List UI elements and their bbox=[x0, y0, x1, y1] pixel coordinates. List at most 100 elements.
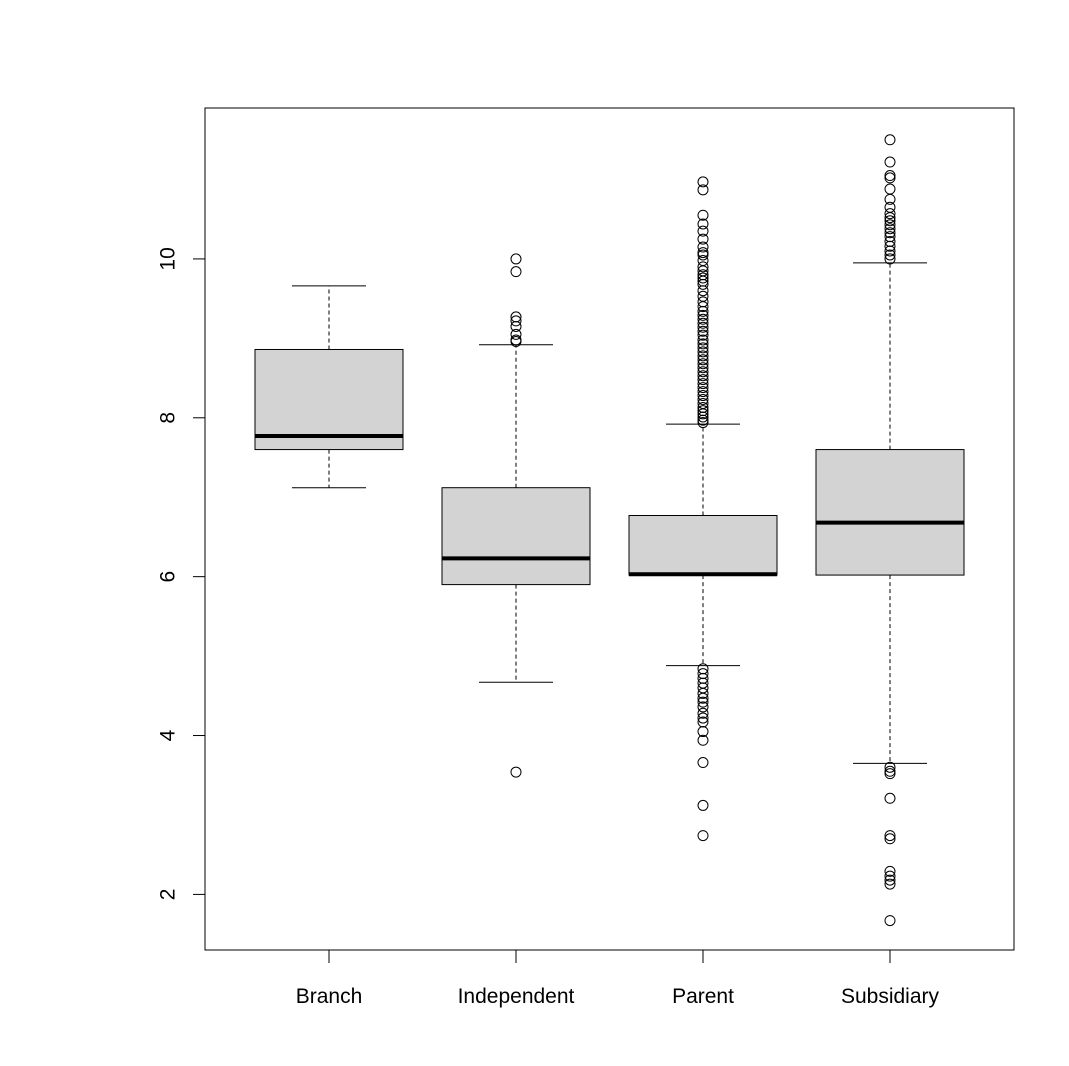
outlier-point bbox=[884, 134, 896, 146]
outlier-point bbox=[697, 249, 709, 261]
outlier-point bbox=[697, 358, 709, 370]
outlier-point bbox=[884, 249, 896, 261]
outlier-point bbox=[697, 309, 709, 321]
outlier-point bbox=[697, 334, 709, 346]
box-branch bbox=[254, 285, 404, 489]
outlier-point bbox=[697, 757, 709, 769]
outlier-point bbox=[697, 692, 709, 704]
outlier-point bbox=[697, 374, 709, 386]
outlier-point bbox=[697, 390, 709, 402]
outlier-point bbox=[697, 233, 709, 245]
outlier-point bbox=[697, 417, 709, 429]
plot-frame bbox=[204, 107, 1015, 951]
outlier-point bbox=[697, 726, 709, 738]
outlier-point bbox=[510, 253, 522, 265]
outlier-point bbox=[697, 378, 709, 390]
y-tick-label: 2 bbox=[157, 889, 180, 901]
x-tick-label: Parent bbox=[672, 985, 734, 1008]
outlier-point bbox=[884, 193, 896, 205]
outlier-point bbox=[510, 315, 522, 327]
outlier-point bbox=[697, 408, 709, 420]
outlier-point bbox=[697, 830, 709, 842]
x-axis: Branch Independent Parent Subsidiary bbox=[296, 950, 940, 1008]
outlier-point bbox=[510, 328, 522, 340]
outlier-point bbox=[884, 212, 896, 224]
y-axis: 2 4 6 8 10 bbox=[157, 247, 205, 900]
outlier-point bbox=[697, 342, 709, 354]
outlier-point bbox=[697, 354, 709, 366]
outlier-point bbox=[884, 172, 896, 184]
outlier-point bbox=[697, 218, 709, 230]
outlier-point bbox=[697, 707, 709, 719]
outlier-point bbox=[697, 241, 709, 253]
outlier-point bbox=[697, 411, 709, 423]
outlier-point bbox=[697, 209, 709, 221]
outlier-point bbox=[697, 305, 709, 317]
box-independent bbox=[441, 253, 591, 778]
outlier-point bbox=[697, 325, 709, 337]
outlier-point bbox=[697, 285, 709, 297]
outlier-point bbox=[884, 915, 896, 927]
box-subsidiary bbox=[815, 134, 965, 927]
outlier-point bbox=[510, 336, 522, 348]
outlier-point bbox=[510, 266, 522, 278]
outlier-point bbox=[697, 701, 709, 713]
outlier-point bbox=[884, 219, 896, 231]
outlier-point bbox=[697, 799, 709, 811]
outlier-point bbox=[884, 878, 896, 890]
outlier-point bbox=[697, 712, 709, 724]
outlier-point bbox=[697, 225, 709, 237]
iqr-box bbox=[815, 449, 965, 576]
outlier-point bbox=[697, 272, 709, 284]
outlier-point bbox=[884, 761, 896, 773]
outlier-point bbox=[697, 687, 709, 699]
outlier-point bbox=[697, 329, 709, 341]
outlier-point bbox=[697, 301, 709, 313]
y-tick-label: 10 bbox=[157, 247, 180, 270]
outlier-point bbox=[884, 170, 896, 182]
iqr-box bbox=[254, 348, 404, 451]
outlier-point bbox=[697, 184, 709, 196]
outlier-point bbox=[884, 253, 896, 265]
outlier-point bbox=[884, 833, 896, 845]
outlier-point bbox=[697, 370, 709, 382]
outlier-point bbox=[697, 734, 709, 746]
outlier-point bbox=[884, 240, 896, 252]
outlier-point bbox=[884, 768, 896, 780]
outlier-point bbox=[697, 247, 709, 259]
x-tick-label: Subsidiary bbox=[841, 985, 940, 1008]
box-parent bbox=[628, 176, 778, 842]
outlier-point bbox=[697, 321, 709, 333]
outlier-point bbox=[697, 176, 709, 188]
y-tick-label: 4 bbox=[157, 729, 180, 741]
y-tick-label: 8 bbox=[157, 412, 180, 424]
plot-area bbox=[254, 134, 965, 927]
outlier-point bbox=[697, 394, 709, 406]
outlier-point bbox=[884, 223, 896, 235]
outlier-point bbox=[510, 766, 522, 778]
y-tick-label: 6 bbox=[157, 571, 180, 583]
outlier-point bbox=[884, 215, 896, 227]
iqr-box bbox=[628, 514, 778, 576]
outlier-point bbox=[697, 338, 709, 350]
outlier-point bbox=[697, 313, 709, 325]
outlier-point bbox=[884, 865, 896, 877]
outlier-point bbox=[697, 414, 709, 426]
outlier-point bbox=[697, 346, 709, 358]
outlier-point bbox=[884, 765, 896, 777]
outlier-point bbox=[884, 245, 896, 257]
outlier-point bbox=[884, 870, 896, 882]
outlier-point bbox=[884, 208, 896, 220]
iqr-box bbox=[441, 487, 591, 586]
x-tick-label: Branch bbox=[296, 985, 363, 1008]
outlier-point bbox=[697, 386, 709, 398]
outlier-point bbox=[697, 317, 709, 329]
x-tick-label: Independent bbox=[458, 985, 575, 1008]
outlier-point bbox=[697, 382, 709, 394]
outlier-point bbox=[884, 874, 896, 886]
outlier-point bbox=[884, 156, 896, 168]
outlier-point bbox=[697, 261, 709, 273]
outlier-point bbox=[697, 362, 709, 374]
